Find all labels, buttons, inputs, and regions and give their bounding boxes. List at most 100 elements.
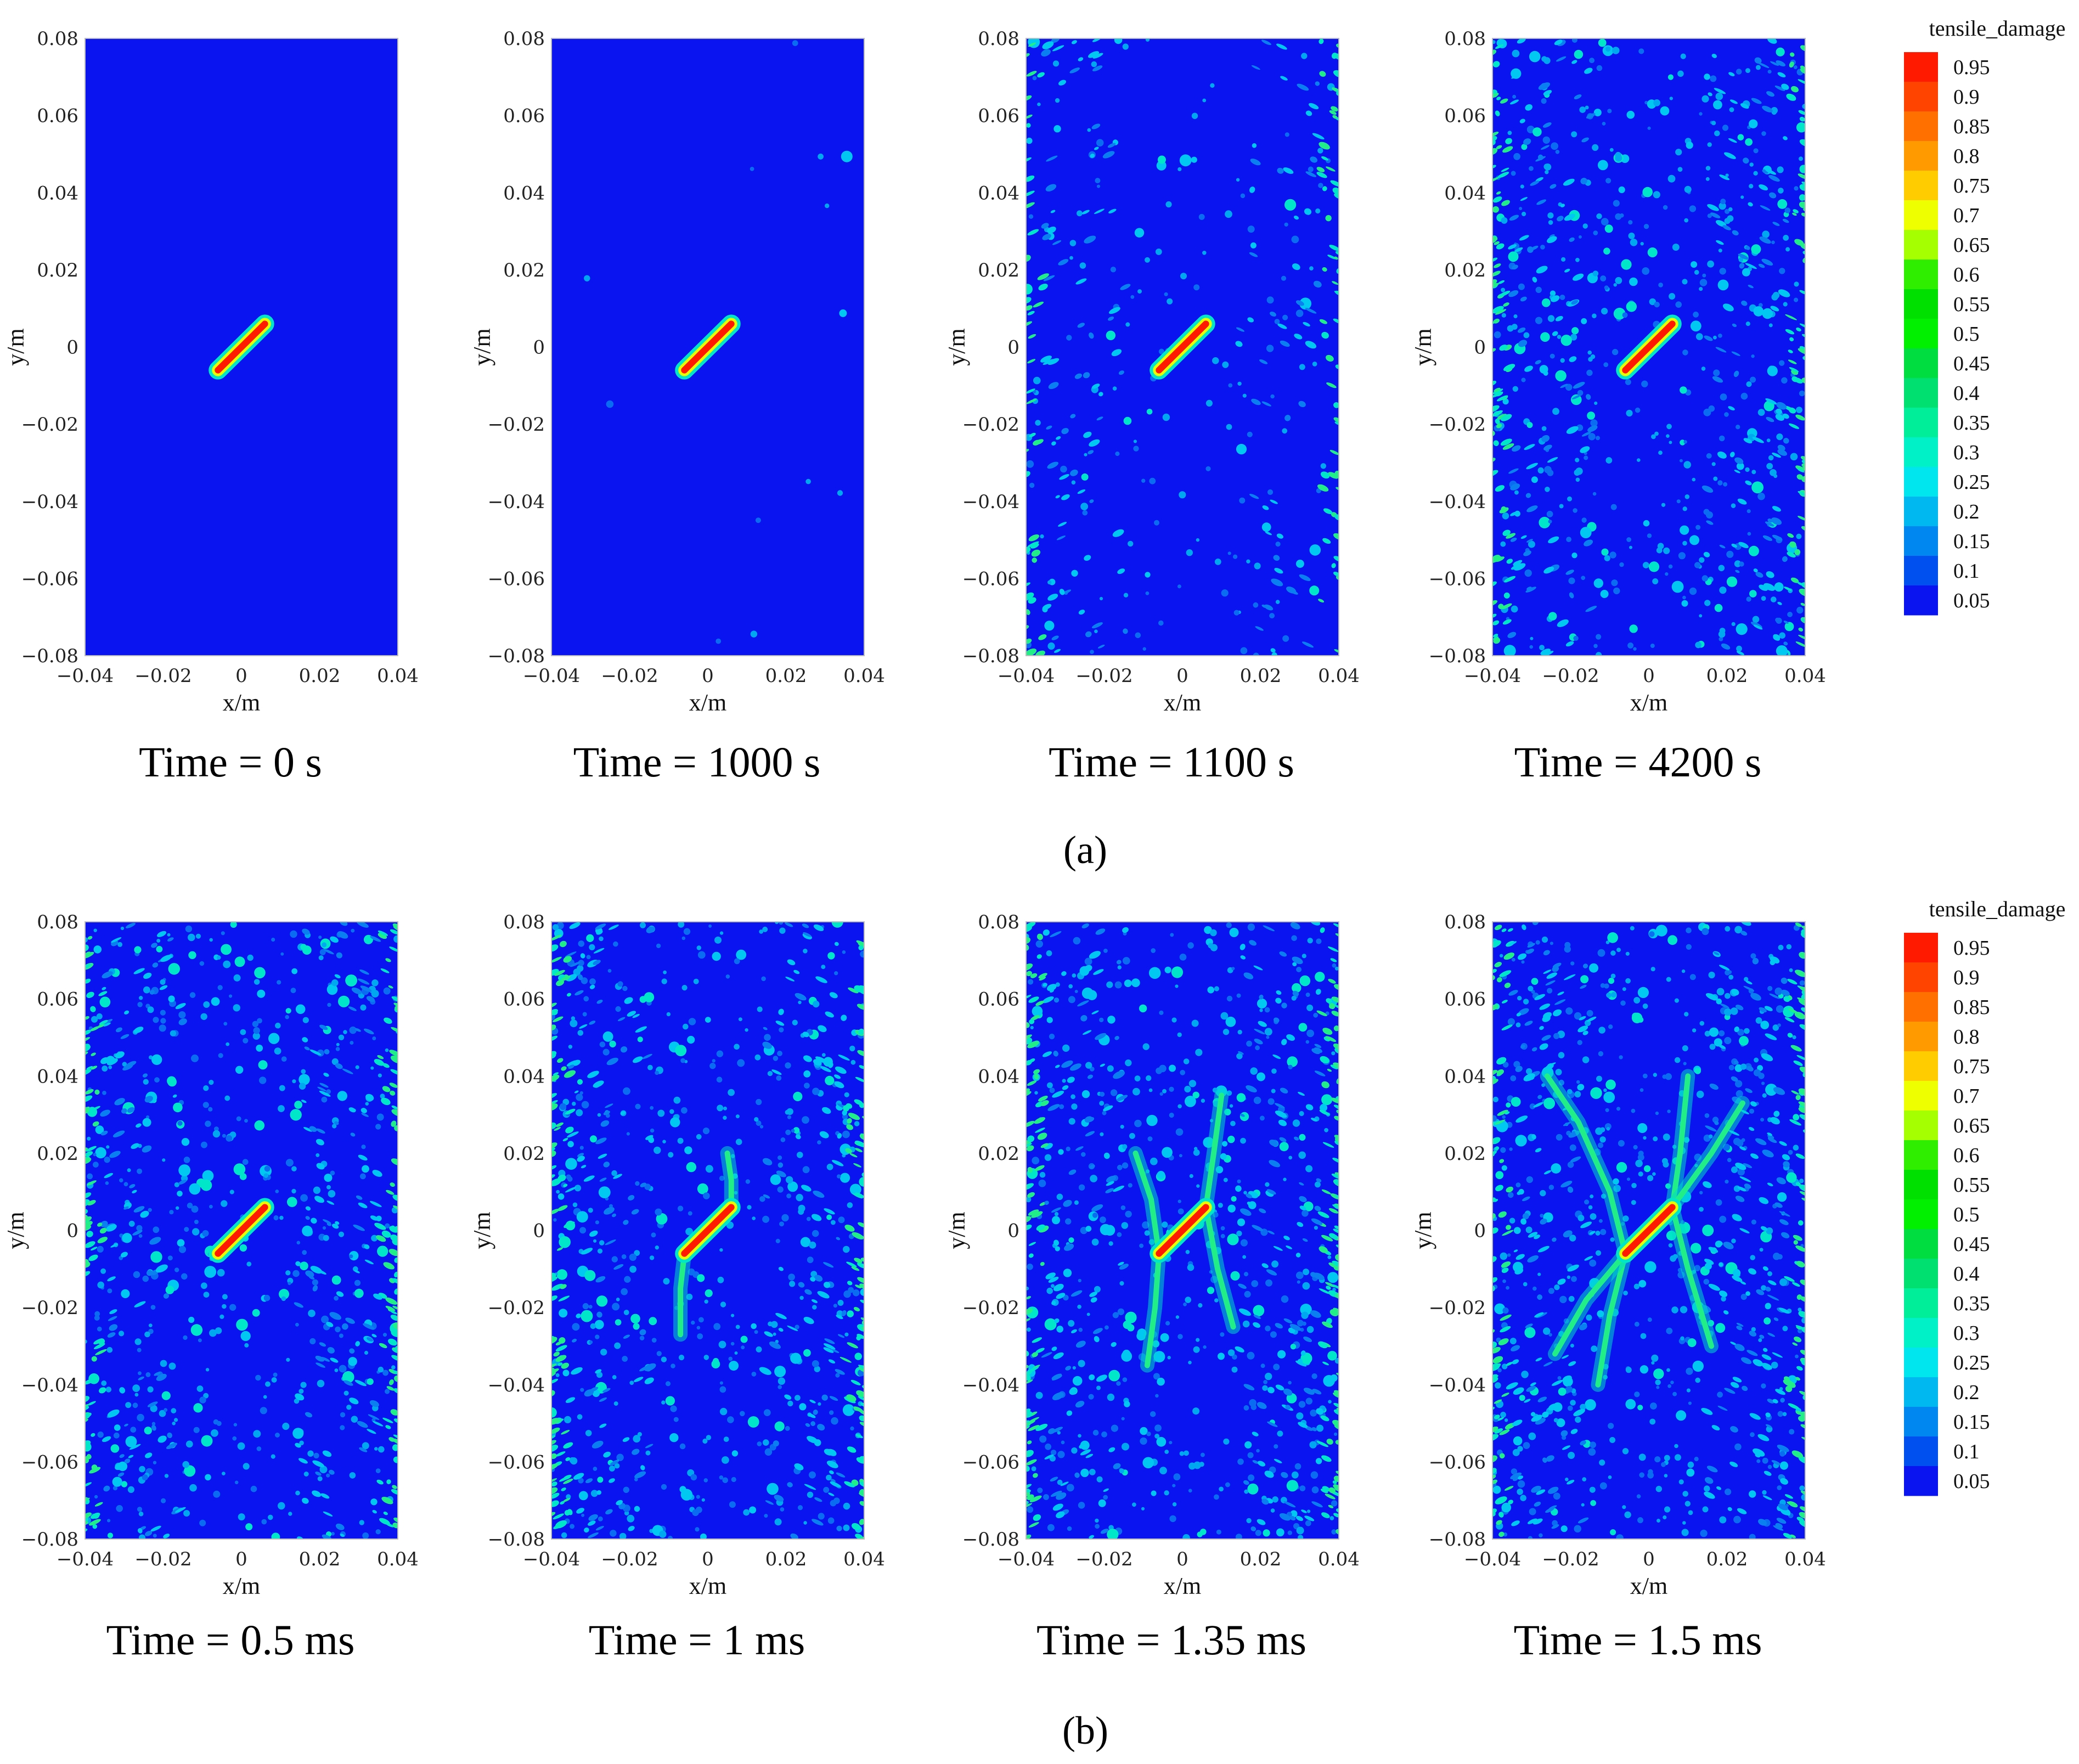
edge-damage-speckle: [1787, 551, 1796, 558]
damage-speckle: [1165, 201, 1172, 208]
edge-damage-speckle: [1543, 444, 1552, 450]
damage-speckle: [756, 1098, 762, 1106]
damage-speckle: [1592, 492, 1597, 496]
damage-speckle: [1062, 1079, 1066, 1083]
damage-speckle: [1032, 76, 1037, 81]
edge-damage-speckle: [99, 1019, 108, 1025]
damage-speckle: [1232, 1354, 1237, 1360]
edge-damage-speckle: [1026, 1420, 1035, 1425]
damage-speckle: [1579, 106, 1586, 113]
damage-speckle: [1638, 1453, 1646, 1461]
damage-speckle: [164, 1408, 168, 1412]
edge-damage-speckle: [1560, 384, 1568, 388]
edge-damage-speckle: [1319, 1246, 1328, 1253]
damage-speckle: [1728, 1064, 1734, 1070]
damage-speckle: [1500, 954, 1503, 958]
damage-speckle: [1799, 1485, 1805, 1491]
edge-damage-speckle: [1261, 1263, 1269, 1269]
damage-speckle: [221, 944, 232, 955]
damage-speckle: [202, 1170, 214, 1182]
damage-speckle: [1269, 613, 1275, 619]
x-tick-label: −0.04: [523, 1548, 580, 1570]
damage-speckle: [1551, 142, 1559, 150]
damage-speckle: [1546, 511, 1553, 517]
edge-damage-speckle: [1333, 1266, 1339, 1271]
edge-damage-speckle: [1526, 505, 1538, 512]
edge-damage-speckle: [1088, 450, 1094, 454]
edge-damage-speckle: [1038, 1096, 1048, 1102]
edge-damage-speckle: [152, 962, 159, 968]
damage-speckle: [663, 1278, 670, 1285]
damage-speckle: [1651, 434, 1656, 439]
y-tick-label: −0.06: [21, 1451, 78, 1473]
damage-speckle: [578, 1478, 584, 1484]
edge-damage-speckle: [1789, 337, 1794, 342]
edge-damage-speckle: [1781, 1232, 1790, 1238]
damage-speckle: [1622, 1505, 1626, 1509]
edge-damage-speckle: [801, 1185, 812, 1192]
damage-speckle: [303, 1472, 309, 1476]
edge-damage-speckle: [390, 1182, 395, 1187]
damage-speckle: [1179, 491, 1186, 499]
damage-speckle: [1598, 38, 1607, 47]
edge-damage-speckle: [295, 1393, 305, 1401]
damage-speckle: [637, 1432, 642, 1437]
y-tick-label: −0.04: [962, 491, 1019, 513]
damage-speckle: [1306, 1029, 1315, 1038]
edge-damage-speckle: [1714, 88, 1726, 94]
damage-speckle: [1709, 1027, 1719, 1037]
damage-speckle: [1528, 540, 1535, 548]
damage-speckle: [271, 1377, 277, 1383]
damage-speckle: [1744, 1028, 1750, 1034]
damage-speckle: [1328, 1400, 1332, 1404]
damage-speckle: [292, 1079, 296, 1084]
damage-speckle: [803, 1349, 811, 1357]
damage-speckle: [1032, 1157, 1040, 1165]
edge-damage-speckle: [1243, 1384, 1255, 1390]
damage-speckle: [1273, 1363, 1280, 1371]
edge-damage-speckle: [1252, 1225, 1264, 1231]
edge-damage-speckle: [1574, 94, 1582, 99]
damage-speckle: [1199, 1462, 1204, 1467]
damage-speckle: [612, 1375, 617, 1379]
edge-damage-speckle: [355, 1341, 360, 1346]
damage-speckle: [588, 1208, 593, 1213]
edge-damage-speckle: [1775, 414, 1784, 421]
damage-speckle: [257, 989, 266, 998]
damage-speckle: [1719, 1030, 1725, 1036]
edge-damage-speckle: [853, 1406, 864, 1412]
damage-speckle: [1789, 1429, 1795, 1435]
damage-speckle: [318, 955, 324, 961]
edge-damage-speckle: [1495, 556, 1505, 562]
edge-damage-speckle: [848, 987, 859, 994]
damage-speckle: [1044, 1318, 1057, 1331]
edge-damage-speckle: [1258, 1021, 1267, 1027]
damage-speckle: [606, 400, 614, 408]
damage-speckle: [1276, 1528, 1284, 1537]
edge-damage-speckle: [551, 956, 562, 963]
edge-damage-speckle: [1328, 1208, 1339, 1214]
edge-damage-speckle: [1714, 951, 1720, 955]
edge-damage-speckle: [1312, 133, 1325, 140]
damage-speckle: [1555, 1069, 1562, 1075]
damage-speckle: [1547, 315, 1555, 322]
x-tick-label: −0.02: [134, 1548, 191, 1570]
edge-damage-speckle: [378, 933, 387, 939]
damage-speckle: [222, 1134, 226, 1138]
edge-damage-speckle: [1321, 1455, 1332, 1462]
damage-speckle: [1787, 612, 1793, 617]
x-tick-label: −0.04: [998, 1548, 1055, 1570]
damage-speckle: [343, 1390, 349, 1396]
edge-damage-speckle: [1492, 600, 1498, 606]
edge-damage-speckle: [392, 1485, 397, 1489]
damage-speckle: [837, 490, 843, 496]
edge-damage-speckle: [1292, 990, 1299, 996]
edge-damage-speckle: [631, 1209, 639, 1215]
damage-speckle: [1124, 1401, 1130, 1407]
edge-damage-speckle: [831, 1349, 840, 1354]
edge-damage-speckle: [97, 1023, 106, 1028]
edge-damage-speckle: [1040, 1261, 1045, 1266]
damage-speckle: [1154, 1424, 1162, 1432]
damage-speckle: [1142, 647, 1146, 651]
edge-damage-speckle: [1026, 1183, 1034, 1190]
